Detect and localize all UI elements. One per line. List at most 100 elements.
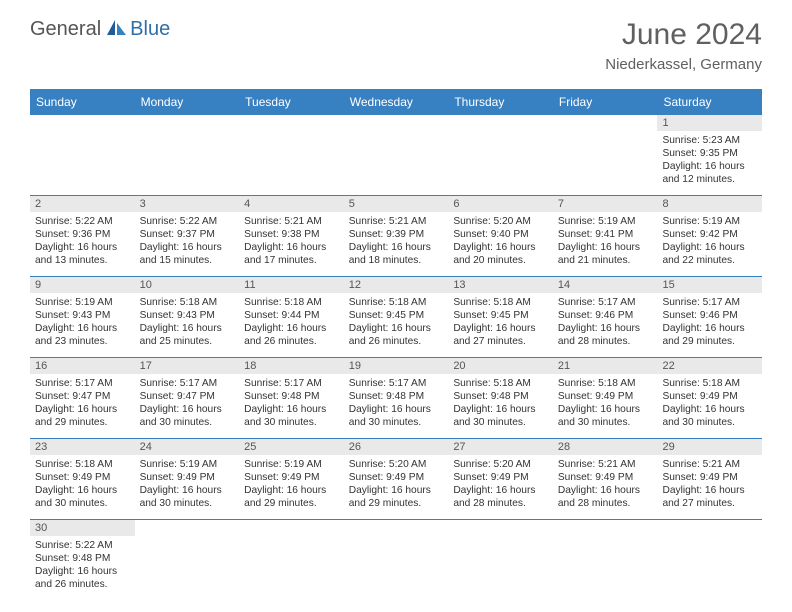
day-number: 5 [344,196,449,212]
day-number: 28 [553,439,658,455]
day-cell [553,131,658,195]
day-number-row: 1 [30,115,762,131]
day-number [30,115,135,131]
sunset-text: Sunset: 9:45 PM [349,309,444,322]
sunset-text: Sunset: 9:49 PM [35,471,130,484]
day-number: 27 [448,439,553,455]
day-number [553,520,658,536]
day-cell: Sunrise: 5:19 AMSunset: 9:49 PMDaylight:… [239,455,344,519]
daylight1-text: Daylight: 16 hours [558,403,653,416]
daylight2-text: and 23 minutes. [35,335,130,348]
sunset-text: Sunset: 9:36 PM [35,228,130,241]
daylight1-text: Daylight: 16 hours [558,484,653,497]
sunrise-text: Sunrise: 5:21 AM [558,458,653,471]
day-number: 22 [657,358,762,374]
daylight1-text: Daylight: 16 hours [453,484,548,497]
weekday-header: Tuesday [239,89,344,115]
title-block: June 2024 Niederkassel, Germany [605,18,762,73]
sunrise-text: Sunrise: 5:20 AM [349,458,444,471]
day-number: 13 [448,277,553,293]
daylight2-text: and 30 minutes. [453,416,548,429]
day-cell: Sunrise: 5:18 AMSunset: 9:45 PMDaylight:… [448,293,553,357]
sunrise-text: Sunrise: 5:18 AM [244,296,339,309]
sunset-text: Sunset: 9:49 PM [558,471,653,484]
day-number: 12 [344,277,449,293]
daylight1-text: Daylight: 16 hours [662,484,757,497]
day-cell [553,536,658,600]
day-number [239,520,344,536]
daylight2-text: and 26 minutes. [349,335,444,348]
daylight1-text: Daylight: 16 hours [558,322,653,335]
day-number: 18 [239,358,344,374]
daylight2-text: and 25 minutes. [140,335,235,348]
sunset-text: Sunset: 9:41 PM [558,228,653,241]
daylight2-text: and 28 minutes. [558,497,653,510]
sunrise-text: Sunrise: 5:21 AM [662,458,757,471]
daylight2-text: and 27 minutes. [453,335,548,348]
day-number [657,520,762,536]
day-number: 20 [448,358,553,374]
sunrise-text: Sunrise: 5:19 AM [244,458,339,471]
daylight1-text: Daylight: 16 hours [35,241,130,254]
day-number: 4 [239,196,344,212]
weekday-header: Monday [135,89,240,115]
sunset-text: Sunset: 9:47 PM [35,390,130,403]
day-details-row: Sunrise: 5:23 AMSunset: 9:35 PMDaylight:… [30,131,762,196]
weekday-header: Sunday [30,89,135,115]
day-number [448,520,553,536]
day-number: 19 [344,358,449,374]
daylight2-text: and 30 minutes. [662,416,757,429]
day-number: 7 [553,196,658,212]
sunrise-text: Sunrise: 5:20 AM [453,215,548,228]
day-number [344,520,449,536]
day-number: 6 [448,196,553,212]
day-cell: Sunrise: 5:20 AMSunset: 9:40 PMDaylight:… [448,212,553,276]
daylight2-text: and 29 minutes. [662,335,757,348]
day-cell: Sunrise: 5:19 AMSunset: 9:43 PMDaylight:… [30,293,135,357]
sunset-text: Sunset: 9:40 PM [453,228,548,241]
day-number: 14 [553,277,658,293]
day-number: 16 [30,358,135,374]
day-cell: Sunrise: 5:21 AMSunset: 9:49 PMDaylight:… [553,455,658,519]
sunset-text: Sunset: 9:49 PM [140,471,235,484]
day-cell: Sunrise: 5:22 AMSunset: 9:48 PMDaylight:… [30,536,135,600]
day-number [239,115,344,131]
day-number: 25 [239,439,344,455]
daylight1-text: Daylight: 16 hours [140,322,235,335]
day-cell: Sunrise: 5:18 AMSunset: 9:43 PMDaylight:… [135,293,240,357]
sunrise-text: Sunrise: 5:17 AM [35,377,130,390]
daylight2-text: and 12 minutes. [662,173,757,186]
day-number: 15 [657,277,762,293]
sunrise-text: Sunrise: 5:22 AM [140,215,235,228]
daylight1-text: Daylight: 16 hours [662,160,757,173]
day-cell: Sunrise: 5:17 AMSunset: 9:47 PMDaylight:… [30,374,135,438]
day-cell: Sunrise: 5:19 AMSunset: 9:41 PMDaylight:… [553,212,658,276]
day-number [448,115,553,131]
sunrise-text: Sunrise: 5:21 AM [349,215,444,228]
daylight1-text: Daylight: 16 hours [662,403,757,416]
sunrise-text: Sunrise: 5:19 AM [558,215,653,228]
day-number: 1 [657,115,762,131]
daylight2-text: and 21 minutes. [558,254,653,267]
sunrise-text: Sunrise: 5:17 AM [662,296,757,309]
day-cell: Sunrise: 5:20 AMSunset: 9:49 PMDaylight:… [344,455,449,519]
day-cell: Sunrise: 5:21 AMSunset: 9:38 PMDaylight:… [239,212,344,276]
day-cell: Sunrise: 5:17 AMSunset: 9:48 PMDaylight:… [344,374,449,438]
day-cell [239,536,344,600]
daylight1-text: Daylight: 16 hours [140,403,235,416]
day-cell [30,131,135,195]
logo-text-blue: Blue [130,18,170,41]
sunrise-text: Sunrise: 5:23 AM [662,134,757,147]
sunset-text: Sunset: 9:46 PM [558,309,653,322]
sunset-text: Sunset: 9:47 PM [140,390,235,403]
daylight1-text: Daylight: 16 hours [140,484,235,497]
sunrise-text: Sunrise: 5:18 AM [349,296,444,309]
calendar-header-row: SundayMondayTuesdayWednesdayThursdayFrid… [30,89,762,115]
day-details-row: Sunrise: 5:22 AMSunset: 9:48 PMDaylight:… [30,536,762,600]
daylight2-text: and 29 minutes. [349,497,444,510]
sunset-text: Sunset: 9:49 PM [662,471,757,484]
daylight1-text: Daylight: 16 hours [35,484,130,497]
sunrise-text: Sunrise: 5:20 AM [453,458,548,471]
daylight1-text: Daylight: 16 hours [140,241,235,254]
sunset-text: Sunset: 9:44 PM [244,309,339,322]
